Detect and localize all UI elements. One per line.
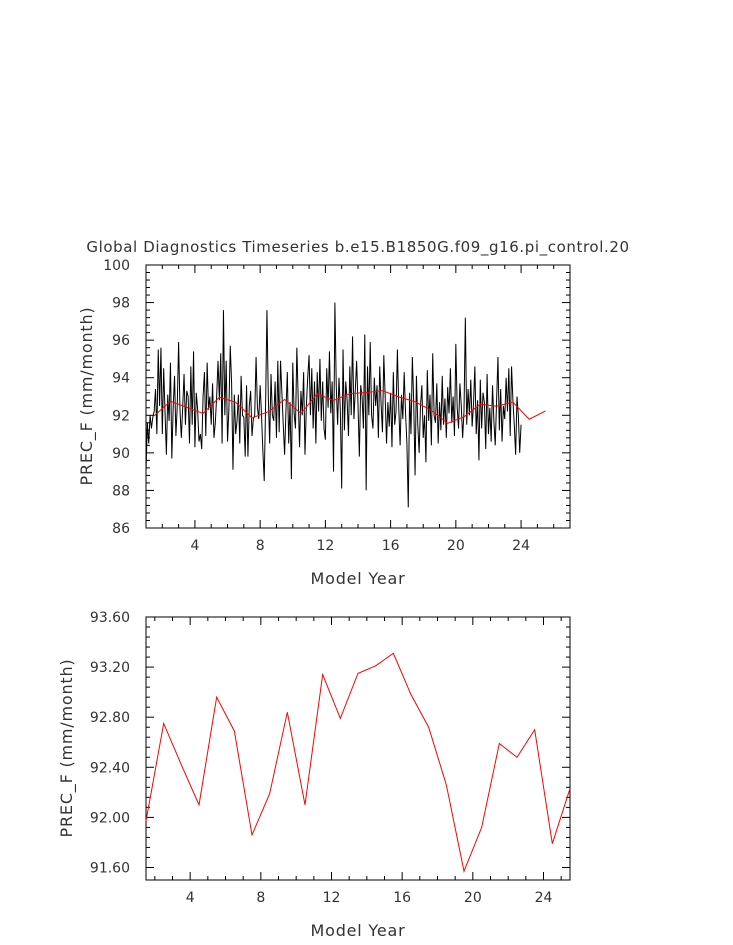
y-tick-label: 91.60 [90,860,130,876]
y-tick-label: 100 [103,258,130,274]
top-tick-labels: 4 8 12 16 20 24 86 88 90 92 94 96 98 100 [103,258,530,554]
x-tick-label: 4 [186,890,195,906]
bottom-tick-labels: 4 8 12 16 20 24 91.60 92.00 92.40 92.80 93.20 93.60 [90,610,553,906]
y-tick-label: 92.00 [90,810,130,826]
x-tick-label: 24 [535,890,553,906]
x-tick-label: 12 [323,890,341,906]
bottom-axis-ticks [146,616,570,880]
y-tick-label: 86 [112,521,130,537]
x-tick-label: 4 [190,538,199,554]
top-panel: 4 8 12 16 20 24 86 88 90 92 94 96 98 100 Model Year P… [77,258,571,588]
series-line [145,652,571,873]
y-tick-label: 92.80 [90,710,130,726]
bottom-series-group [145,652,571,873]
top-axis-ticks [145,264,571,529]
y-tick-label: 88 [112,483,130,499]
y-tick-label: 96 [112,333,130,349]
x-tick-label: 16 [382,538,400,554]
top-y-axis-label: PREC_F (mm/month) [77,307,97,486]
x-tick-label: 8 [256,890,265,906]
top-x-axis-label: Model Year [311,569,406,588]
chart-title: Global Diagnostics Timeseries b.e15.B185… [86,238,629,257]
y-tick-label: 98 [112,296,130,312]
y-tick-label: 92.40 [90,760,130,776]
x-tick-label: 12 [316,538,334,554]
series-0 [145,652,571,873]
y-tick-label: 94 [112,371,130,387]
x-tick-label: 16 [393,890,411,906]
series-0 [145,302,522,508]
x-tick-label: 20 [464,890,482,906]
bottom-x-axis-label: Model Year [311,921,406,940]
bottom-y-axis-label: PREC_F (mm/month) [57,659,77,838]
y-tick-label: 93.60 [90,610,130,626]
y-tick-label: 92 [112,408,130,424]
bottom-panel: 4 8 12 16 20 24 91.60 92.00 92.40 92.80 93.20 93.60… [57,610,571,940]
series-line [145,302,522,508]
bottom-plot-frame [145,616,571,881]
x-tick-label: 20 [447,538,465,554]
y-tick-label: 93.20 [90,660,130,676]
x-tick-label: 24 [512,538,530,554]
x-tick-label: 8 [256,538,265,554]
y-tick-label: 90 [112,446,130,462]
top-series-group [145,302,546,508]
series-1 [153,390,546,424]
